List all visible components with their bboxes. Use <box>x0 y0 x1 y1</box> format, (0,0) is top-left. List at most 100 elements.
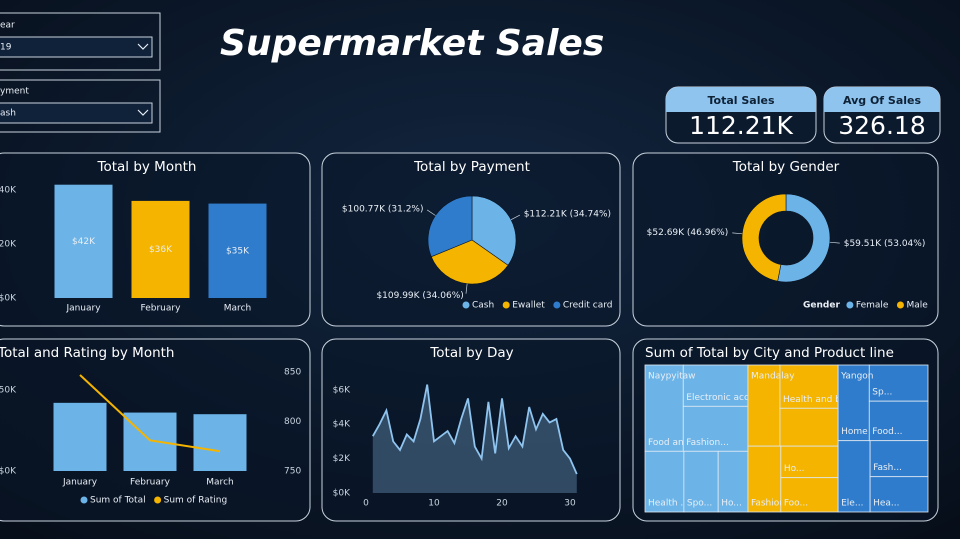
leader-line <box>465 283 468 294</box>
group-label: Mandalay <box>751 372 795 382</box>
data-label: $100.77K (31.2%) <box>342 204 424 214</box>
legend-marker <box>502 301 510 309</box>
legend-marker <box>462 301 470 309</box>
tile-label: Food... <box>872 427 902 437</box>
panel <box>632 152 939 327</box>
dashboard-title: Supermarket Sales <box>220 23 604 64</box>
tile-label: Fashion a... <box>751 499 802 509</box>
y-tick-label: $0K <box>0 294 17 304</box>
x-tick-label: 20 <box>496 499 508 509</box>
tile-clip: Fashion a... <box>751 499 802 509</box>
treemap-tile <box>779 364 839 409</box>
tile-label: Electronic acce... <box>686 393 763 403</box>
legend-marker <box>80 496 88 504</box>
y-tick-label: $0K <box>333 489 351 499</box>
dropdown-chevron[interactable] <box>137 43 149 50</box>
x-tick-label: March <box>206 478 233 488</box>
y-tick-label: 40K <box>0 186 17 196</box>
slicer-dropdown[interactable] <box>0 36 153 58</box>
slicer-label: ear <box>0 21 15 31</box>
y-tick-label: $2K <box>333 454 351 464</box>
legend-title: Gender <box>803 301 840 311</box>
slice <box>430 239 509 285</box>
tile-clip: Ele... <box>841 499 863 509</box>
tile-clip: Fashion... <box>686 438 729 448</box>
chart-title: Total by Gender <box>732 159 840 175</box>
kpi-label: Avg Of Sales <box>843 94 922 107</box>
tile-label: Fashion... <box>686 438 729 448</box>
tile-clip: Fash... <box>873 463 902 473</box>
tile-label: Food and beve... <box>648 438 723 448</box>
slicer-dropdown[interactable] <box>0 102 153 124</box>
dropdown-chevron[interactable] <box>137 109 149 116</box>
tile-clip: Spo... <box>687 499 712 509</box>
group-label: Naypyitaw <box>648 372 696 382</box>
chart-title: Total by Payment <box>413 159 530 175</box>
data-label: $36K <box>149 245 173 255</box>
tile-label: Ho... <box>721 499 742 509</box>
data-label: $52.69K (46.96%) <box>647 228 729 238</box>
kpi-header <box>824 87 940 112</box>
slicer-frame <box>0 79 161 133</box>
slicer-value: 19 <box>0 43 12 53</box>
kpi-value: 112.21K <box>689 111 793 140</box>
line <box>372 384 578 475</box>
y2-tick-label: 750 <box>284 467 301 477</box>
x-tick-label: January <box>62 478 98 488</box>
slicer-value: ash <box>0 109 16 119</box>
group-label: Yangon <box>840 372 873 382</box>
x-tick-label: January <box>65 304 101 314</box>
y-tick-label: $6K <box>333 385 351 395</box>
data-label: $59.51K (53.04%) <box>844 239 926 249</box>
x-tick-label: 10 <box>428 499 440 509</box>
y-tick-label: 20K <box>0 240 17 250</box>
legend-label: Credit card <box>563 301 613 311</box>
kpi-header <box>666 87 816 112</box>
tile-clip: Home ... <box>841 427 879 437</box>
legend-marker <box>896 301 904 309</box>
bar <box>123 412 177 471</box>
x-tick-label: 0 <box>363 499 369 509</box>
tile-label: Fash... <box>873 463 902 473</box>
leader-line <box>732 232 743 235</box>
tile-label: Ho... <box>784 464 805 474</box>
tile-clip: Sp... <box>872 388 892 398</box>
y2-tick-label: 850 <box>284 368 301 378</box>
slice <box>427 195 473 258</box>
line <box>79 374 221 453</box>
x-tick-label: 30 <box>564 499 576 509</box>
tile-label: Home ... <box>841 427 879 437</box>
kpi-value: 326.18 <box>838 111 925 140</box>
legend-marker <box>154 496 162 504</box>
data-label: $35K <box>226 246 250 256</box>
bar <box>193 414 247 471</box>
tile-clip: Ho... <box>784 464 805 474</box>
x-tick-label: March <box>224 304 251 314</box>
treemap-tile <box>717 450 749 513</box>
legend-label: Sum of Total <box>90 496 146 506</box>
bar <box>131 200 190 298</box>
bar <box>208 203 267 298</box>
tile-label: Health ... <box>648 499 689 509</box>
tile-label: Health and b... <box>783 395 850 405</box>
data-label: $42K <box>72 237 96 247</box>
chart-title: Total and Rating by Month <box>0 345 175 361</box>
leader-line <box>510 214 521 221</box>
tile-clip: Foo... <box>784 499 808 509</box>
bar <box>53 402 107 471</box>
treemap-tile <box>837 440 871 513</box>
tile-label: Spo... <box>687 499 712 509</box>
tile-clip: Food and beve... <box>648 438 723 448</box>
y-tick-label: $0K <box>0 467 17 477</box>
chart-title: Sum of Total by City and Product line <box>645 345 894 361</box>
chart-title: Total by Day <box>429 345 513 361</box>
data-label: $112.21K (34.74%) <box>524 210 611 220</box>
y-tick-label: $4K <box>333 420 351 430</box>
slice <box>741 193 787 282</box>
slice <box>471 195 517 266</box>
tile-clip: Hea... <box>873 499 899 509</box>
data-label: $109.99K (34.06%) <box>376 291 463 301</box>
treemap-tile <box>682 405 749 452</box>
leader-line <box>829 241 840 244</box>
y-tick-label: 50K <box>0 385 17 395</box>
